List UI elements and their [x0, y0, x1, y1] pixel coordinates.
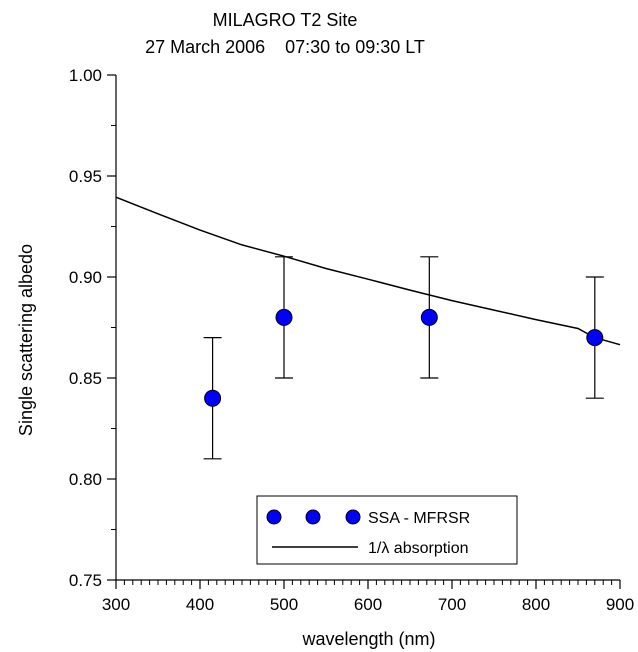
x-tick-label: 900 [606, 595, 634, 614]
x-tick-label: 500 [270, 595, 298, 614]
x-tick-label: 300 [102, 595, 130, 614]
y-tick-label: 0.75 [69, 571, 102, 590]
legend-label-ssa: SSA - MFRSR [368, 510, 470, 527]
chart-title: MILAGRO T2 Site [213, 10, 358, 30]
legend-marker-ssa [345, 509, 361, 525]
y-tick-label: 0.90 [69, 268, 102, 287]
x-tick-label: 400 [186, 595, 214, 614]
y-axis: 0.75 0.80 0.85 0.90 0.95 1.00 [69, 66, 117, 590]
ssa-point [586, 329, 604, 347]
x-tick-label: 700 [438, 595, 466, 614]
absorption-line [115, 196, 621, 346]
legend-marker-ssa [305, 509, 321, 525]
absorption-line-series [115, 196, 621, 346]
legend-label-absorption: 1/λ absorption [368, 540, 469, 557]
y-axis-label: Single scattering albedo [16, 244, 36, 436]
ssa-point [275, 308, 293, 326]
legend-box [256, 495, 518, 565]
y-tick-label: 0.95 [69, 167, 102, 186]
y-tick-label: 0.85 [69, 369, 102, 388]
ssa-point [204, 389, 222, 407]
x-tick-label: 800 [522, 595, 550, 614]
legend: SSA - MFRSR 1/λ absorption [256, 495, 518, 565]
chart-subtitle: 27 March 2006 07:30 to 09:30 LT [145, 37, 425, 57]
legend-marker-ssa [266, 509, 282, 525]
x-axis-label: wavelength (nm) [301, 629, 435, 649]
y-tick-label: 1.00 [69, 66, 102, 85]
legend-markers [266, 509, 361, 525]
x-axis: 300 400 500 600 700 800 900 [102, 579, 634, 614]
ssa-point [420, 308, 438, 326]
ssa-points-series [203, 256, 604, 460]
x-tick-label: 600 [354, 595, 382, 614]
y-tick-label: 0.80 [69, 470, 102, 489]
